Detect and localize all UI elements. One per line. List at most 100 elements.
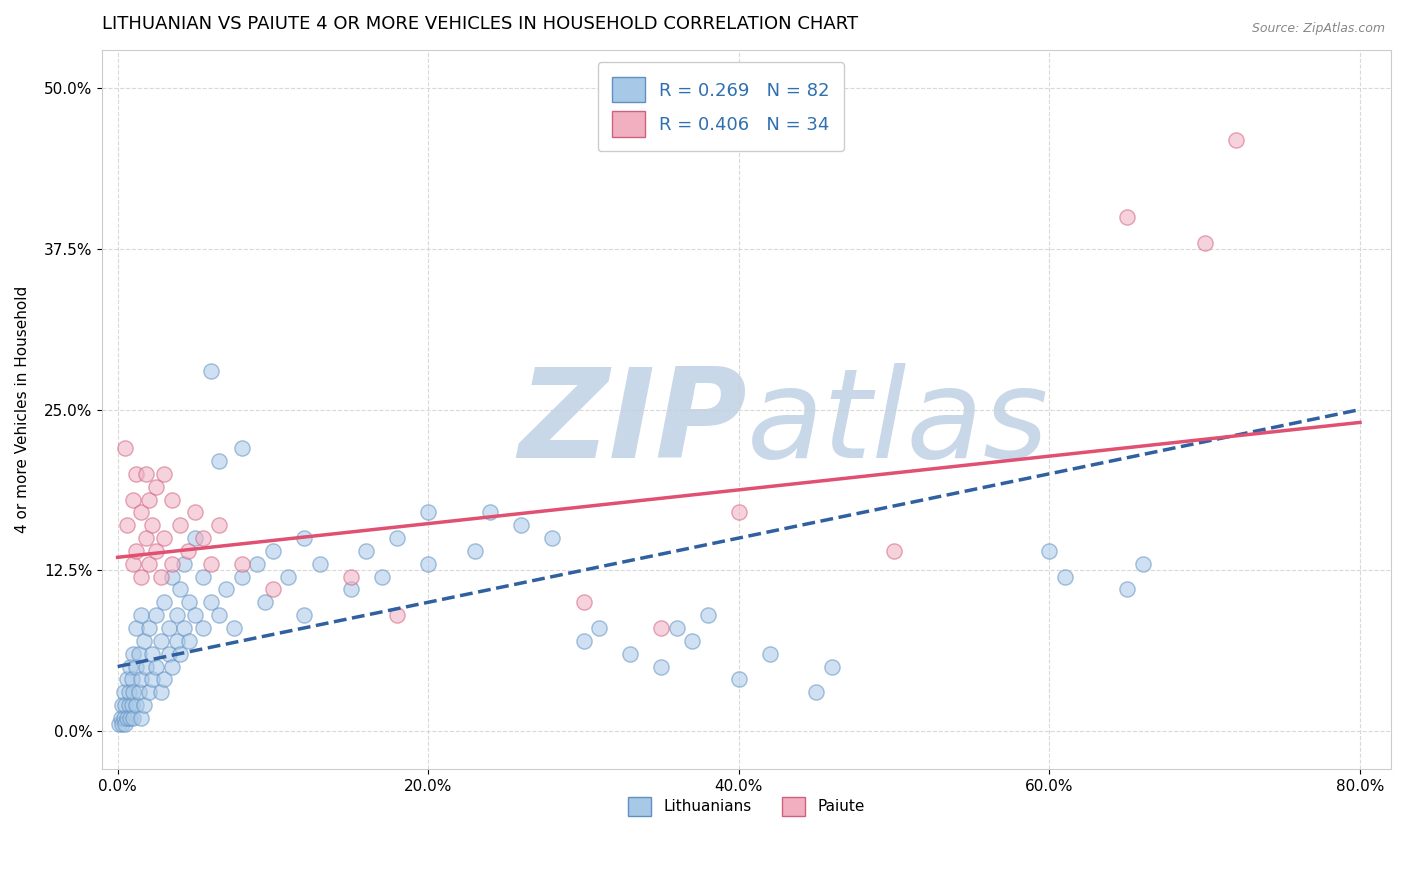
Point bbox=[111, 698, 134, 712]
Point bbox=[153, 673, 176, 687]
Point bbox=[177, 633, 200, 648]
Point bbox=[572, 633, 595, 648]
Point bbox=[370, 569, 392, 583]
Point bbox=[128, 685, 150, 699]
Point bbox=[129, 711, 152, 725]
Point bbox=[125, 621, 148, 635]
Point bbox=[122, 647, 145, 661]
Point bbox=[122, 711, 145, 725]
Point bbox=[110, 711, 132, 725]
Point bbox=[122, 492, 145, 507]
Point bbox=[125, 467, 148, 481]
Point bbox=[114, 441, 136, 455]
Point bbox=[145, 544, 167, 558]
Point bbox=[184, 505, 207, 519]
Point bbox=[135, 531, 157, 545]
Point bbox=[150, 685, 173, 699]
Text: atlas: atlas bbox=[747, 363, 1049, 484]
Point bbox=[112, 685, 135, 699]
Point bbox=[619, 647, 641, 661]
Point bbox=[681, 633, 703, 648]
Point bbox=[138, 621, 160, 635]
Point bbox=[153, 467, 176, 481]
Point bbox=[339, 582, 361, 597]
Point bbox=[588, 621, 610, 635]
Point bbox=[200, 557, 222, 571]
Point bbox=[135, 659, 157, 673]
Point bbox=[665, 621, 688, 635]
Point bbox=[160, 492, 183, 507]
Point bbox=[120, 659, 142, 673]
Point bbox=[121, 698, 143, 712]
Point bbox=[510, 518, 533, 533]
Point bbox=[115, 673, 138, 687]
Point bbox=[141, 673, 163, 687]
Point bbox=[541, 531, 564, 545]
Point bbox=[262, 582, 284, 597]
Point bbox=[1225, 133, 1247, 147]
Point bbox=[277, 569, 299, 583]
Point bbox=[145, 480, 167, 494]
Point bbox=[141, 518, 163, 533]
Point bbox=[169, 582, 191, 597]
Point bbox=[308, 557, 330, 571]
Point bbox=[759, 647, 782, 661]
Point bbox=[157, 621, 180, 635]
Point bbox=[650, 621, 672, 635]
Point bbox=[177, 595, 200, 609]
Point bbox=[231, 569, 253, 583]
Point bbox=[883, 544, 905, 558]
Point bbox=[153, 531, 176, 545]
Point bbox=[1132, 557, 1154, 571]
Point bbox=[184, 531, 207, 545]
Point bbox=[191, 621, 214, 635]
Point bbox=[160, 659, 183, 673]
Point bbox=[1053, 569, 1076, 583]
Point bbox=[125, 659, 148, 673]
Point bbox=[200, 364, 222, 378]
Point bbox=[114, 698, 136, 712]
Point bbox=[128, 647, 150, 661]
Point bbox=[125, 544, 148, 558]
Point bbox=[173, 557, 195, 571]
Point bbox=[246, 557, 269, 571]
Point bbox=[145, 659, 167, 673]
Point bbox=[129, 673, 152, 687]
Point bbox=[122, 557, 145, 571]
Point bbox=[727, 505, 749, 519]
Point bbox=[1116, 582, 1139, 597]
Point bbox=[169, 518, 191, 533]
Point bbox=[135, 467, 157, 481]
Point bbox=[160, 569, 183, 583]
Point bbox=[207, 518, 229, 533]
Point bbox=[145, 608, 167, 623]
Point bbox=[115, 711, 138, 725]
Point bbox=[176, 544, 198, 558]
Point bbox=[224, 621, 246, 635]
Point bbox=[231, 557, 253, 571]
Point bbox=[1038, 544, 1060, 558]
Text: Source: ZipAtlas.com: Source: ZipAtlas.com bbox=[1251, 22, 1385, 36]
Point bbox=[254, 595, 277, 609]
Point bbox=[114, 717, 136, 731]
Point bbox=[385, 608, 408, 623]
Point bbox=[115, 518, 138, 533]
Point bbox=[173, 621, 195, 635]
Point bbox=[806, 685, 828, 699]
Point bbox=[292, 531, 315, 545]
Point bbox=[262, 544, 284, 558]
Point bbox=[150, 633, 173, 648]
Point bbox=[121, 673, 143, 687]
Legend: Lithuanians, Paiute: Lithuanians, Paiute bbox=[617, 787, 876, 826]
Point bbox=[166, 633, 188, 648]
Point bbox=[125, 698, 148, 712]
Point bbox=[650, 659, 672, 673]
Point bbox=[157, 647, 180, 661]
Point bbox=[166, 608, 188, 623]
Point bbox=[1194, 235, 1216, 250]
Point bbox=[129, 569, 152, 583]
Point bbox=[129, 505, 152, 519]
Point bbox=[464, 544, 486, 558]
Point bbox=[207, 454, 229, 468]
Point bbox=[479, 505, 502, 519]
